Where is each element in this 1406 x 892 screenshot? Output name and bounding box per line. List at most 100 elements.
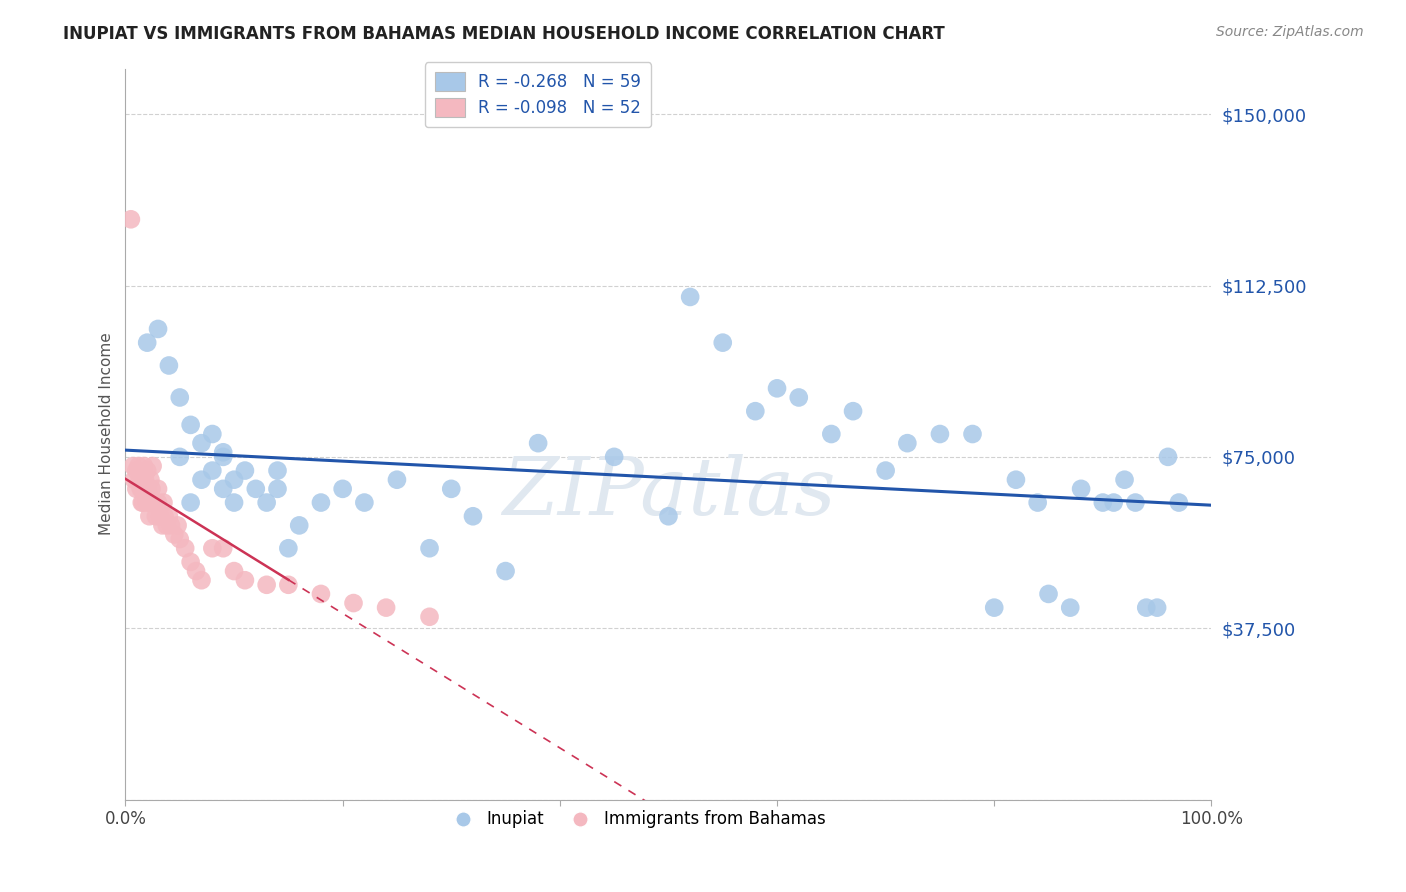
Point (132, 495, 155, 509)
Point (160, 518, 183, 533)
Point (136, 495, 159, 509)
Point (495, 564, 517, 578)
Point (180, 555, 202, 569)
Point (277, 541, 299, 556)
Point (153, 509, 176, 524)
Point (152, 495, 174, 509)
Point (122, 458, 145, 473)
Point (983, 600, 1005, 615)
Point (1091, 495, 1114, 509)
Point (929, 427, 952, 442)
Point (1038, 587, 1060, 601)
Point (679, 290, 702, 304)
Point (141, 482, 163, 496)
Point (136, 482, 159, 496)
Point (146, 322, 169, 336)
Point (212, 482, 235, 496)
Point (266, 464, 288, 478)
Point (174, 541, 197, 556)
Point (122, 473, 145, 487)
Point (1135, 600, 1157, 615)
Point (375, 600, 398, 615)
Point (190, 573, 212, 587)
Point (256, 578, 278, 592)
Point (166, 518, 188, 533)
Point (233, 573, 256, 587)
Point (256, 495, 278, 509)
Point (139, 473, 162, 487)
Point (419, 541, 441, 556)
Point (141, 495, 163, 509)
Point (125, 464, 148, 478)
Point (744, 404, 766, 418)
Point (842, 404, 865, 418)
Point (157, 359, 180, 373)
Point (419, 609, 441, 624)
Point (180, 495, 202, 509)
Point (157, 509, 180, 524)
Point (142, 458, 165, 473)
Point (309, 587, 332, 601)
Point (145, 509, 167, 524)
Point (149, 509, 172, 524)
Point (136, 486, 159, 500)
Point (169, 450, 191, 464)
Point (657, 509, 679, 524)
Point (1125, 495, 1147, 509)
Point (146, 495, 169, 509)
Point (212, 541, 235, 556)
Point (138, 495, 160, 509)
Point (138, 509, 160, 524)
Point (136, 464, 159, 478)
Point (277, 578, 299, 592)
Point (190, 436, 212, 450)
Point (180, 417, 202, 432)
Point (169, 532, 191, 546)
Point (201, 541, 224, 556)
Point (125, 482, 148, 496)
Point (1114, 473, 1136, 487)
Point (385, 473, 408, 487)
Point (527, 436, 550, 450)
Point (222, 564, 245, 578)
Point (142, 495, 165, 509)
Point (875, 464, 897, 478)
Legend: Inupiat, Immigrants from Bahamas: Inupiat, Immigrants from Bahamas (440, 804, 832, 835)
Point (212, 450, 235, 464)
Point (461, 509, 484, 524)
Point (136, 335, 159, 350)
Point (245, 482, 267, 496)
Point (120, 212, 142, 227)
Point (1157, 450, 1180, 464)
Point (1005, 473, 1028, 487)
Point (152, 518, 174, 533)
Point (131, 482, 153, 496)
Point (266, 482, 288, 496)
Point (233, 464, 256, 478)
Point (1167, 495, 1189, 509)
Point (332, 482, 354, 496)
Point (190, 473, 212, 487)
Point (222, 473, 245, 487)
Point (128, 473, 150, 487)
Point (603, 450, 626, 464)
Point (896, 436, 918, 450)
Point (131, 495, 153, 509)
Point (169, 391, 191, 405)
Point (222, 495, 245, 509)
Point (309, 495, 332, 509)
Point (711, 335, 734, 350)
Point (787, 391, 810, 405)
Point (163, 527, 186, 541)
Point (962, 427, 984, 442)
Point (353, 495, 375, 509)
Point (1070, 482, 1092, 496)
Y-axis label: Median Household Income: Median Household Income (100, 333, 114, 535)
Point (156, 518, 179, 533)
Point (129, 482, 152, 496)
Point (288, 518, 311, 533)
Point (342, 596, 364, 610)
Point (1146, 600, 1168, 615)
Point (201, 427, 224, 442)
Point (134, 486, 156, 500)
